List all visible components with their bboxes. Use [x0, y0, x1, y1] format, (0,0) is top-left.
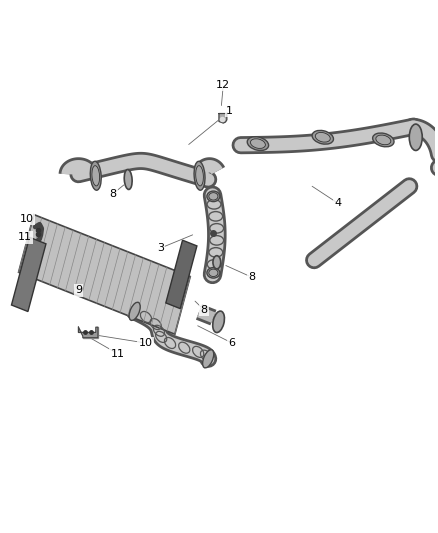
Text: 4: 4: [334, 198, 342, 208]
Ellipse shape: [213, 311, 224, 333]
Text: 12: 12: [216, 79, 230, 90]
Ellipse shape: [207, 191, 220, 201]
Text: 10: 10: [20, 214, 34, 224]
Text: 9: 9: [75, 285, 82, 295]
Ellipse shape: [92, 166, 99, 186]
Ellipse shape: [129, 302, 140, 320]
Text: 11: 11: [110, 349, 124, 359]
Text: 8: 8: [200, 305, 208, 315]
Ellipse shape: [209, 269, 218, 277]
Polygon shape: [11, 237, 46, 311]
Ellipse shape: [207, 268, 220, 278]
Text: 8: 8: [110, 189, 117, 199]
Ellipse shape: [251, 139, 265, 148]
Ellipse shape: [124, 169, 132, 189]
Ellipse shape: [203, 350, 214, 368]
Ellipse shape: [373, 133, 394, 147]
Text: 3: 3: [157, 243, 164, 253]
Ellipse shape: [315, 133, 330, 142]
Polygon shape: [18, 215, 190, 334]
Text: 10: 10: [138, 338, 152, 348]
Ellipse shape: [247, 137, 268, 150]
Polygon shape: [166, 240, 197, 309]
Ellipse shape: [90, 161, 101, 190]
Text: 6: 6: [229, 338, 236, 348]
Ellipse shape: [209, 192, 218, 200]
Ellipse shape: [312, 131, 333, 144]
Ellipse shape: [376, 135, 391, 145]
Ellipse shape: [409, 124, 422, 150]
Ellipse shape: [196, 166, 203, 186]
Ellipse shape: [213, 256, 221, 269]
Text: 11: 11: [18, 232, 32, 243]
Ellipse shape: [194, 161, 205, 190]
Text: 8: 8: [248, 272, 255, 282]
Polygon shape: [78, 327, 98, 338]
Text: 1: 1: [226, 106, 233, 116]
Polygon shape: [219, 114, 227, 123]
